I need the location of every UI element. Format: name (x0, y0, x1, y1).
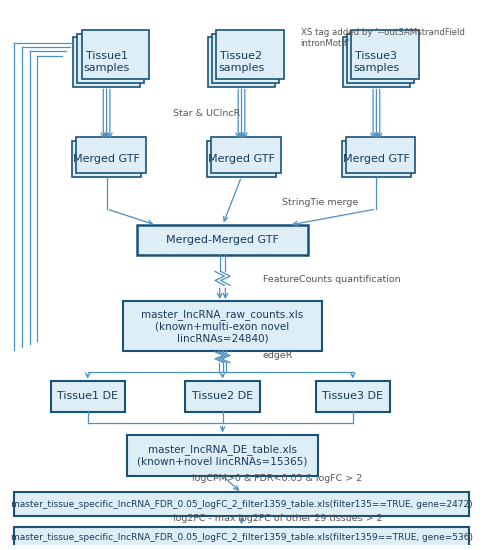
FancyBboxPatch shape (73, 37, 140, 87)
Text: Tissue3 DE: Tissue3 DE (322, 391, 383, 401)
FancyBboxPatch shape (14, 527, 469, 548)
Text: logCPM>0 & FDR<0.05 & logFC > 2: logCPM>0 & FDR<0.05 & logFC > 2 (192, 474, 362, 483)
Text: Tissue1
samples: Tissue1 samples (84, 51, 130, 73)
Text: log2FC - max log2FC of other 29 tissues > 2: log2FC - max log2FC of other 29 tissues … (173, 514, 383, 523)
FancyBboxPatch shape (14, 492, 469, 516)
FancyBboxPatch shape (216, 30, 284, 79)
FancyBboxPatch shape (72, 141, 142, 177)
FancyBboxPatch shape (76, 138, 146, 173)
FancyBboxPatch shape (77, 34, 144, 83)
Text: master_lncRNA_raw_counts.xls
(known+multi-exon novel
lincRNAs=24840): master_lncRNA_raw_counts.xls (known+mult… (142, 309, 304, 343)
Text: Merged-Merged GTF: Merged-Merged GTF (166, 235, 279, 245)
Text: Tissue1 DE: Tissue1 DE (57, 391, 118, 401)
FancyBboxPatch shape (51, 381, 125, 411)
Text: edgeR: edgeR (263, 351, 293, 360)
Text: Merged GTF: Merged GTF (343, 154, 410, 164)
FancyBboxPatch shape (343, 37, 410, 87)
FancyBboxPatch shape (346, 138, 415, 173)
Text: master_tissue_specific_lncRNA_FDR_0.05_logFC_2_filter1359_table.xls(filter1359==: master_tissue_specific_lncRNA_FDR_0.05_l… (11, 533, 472, 542)
Text: Tissue3
samples: Tissue3 samples (353, 51, 399, 73)
FancyBboxPatch shape (185, 381, 260, 411)
FancyBboxPatch shape (82, 30, 149, 79)
Text: StringTie merge: StringTie merge (282, 198, 358, 207)
FancyBboxPatch shape (341, 141, 411, 177)
Text: Merged GTF: Merged GTF (208, 154, 275, 164)
FancyBboxPatch shape (351, 30, 419, 79)
Text: XS tag added by '--outSAMstrandField
intronMotif': XS tag added by '--outSAMstrandField int… (300, 28, 465, 47)
Text: FeatureCounts quantification: FeatureCounts quantification (263, 275, 400, 284)
FancyBboxPatch shape (123, 301, 323, 351)
FancyBboxPatch shape (137, 224, 308, 255)
FancyBboxPatch shape (128, 435, 318, 476)
Text: Tissue2
samples: Tissue2 samples (218, 51, 265, 73)
FancyBboxPatch shape (315, 381, 390, 411)
Text: master_lncRNA_DE_table.xls
(known+novel lincRNAs=15365): master_lncRNA_DE_table.xls (known+novel … (137, 444, 308, 467)
Text: master_tissue_specific_lncRNA_FDR_0.05_logFC_2_filter1359_table.xls(filter135==T: master_tissue_specific_lncRNA_FDR_0.05_l… (11, 499, 472, 509)
FancyBboxPatch shape (208, 37, 275, 87)
FancyBboxPatch shape (211, 138, 281, 173)
FancyBboxPatch shape (212, 34, 279, 83)
Text: Merged GTF: Merged GTF (73, 154, 140, 164)
Text: Tissue2 DE: Tissue2 DE (192, 391, 253, 401)
FancyBboxPatch shape (207, 141, 276, 177)
FancyBboxPatch shape (347, 34, 414, 83)
Text: Star & UCIncR: Star & UCIncR (173, 109, 240, 118)
